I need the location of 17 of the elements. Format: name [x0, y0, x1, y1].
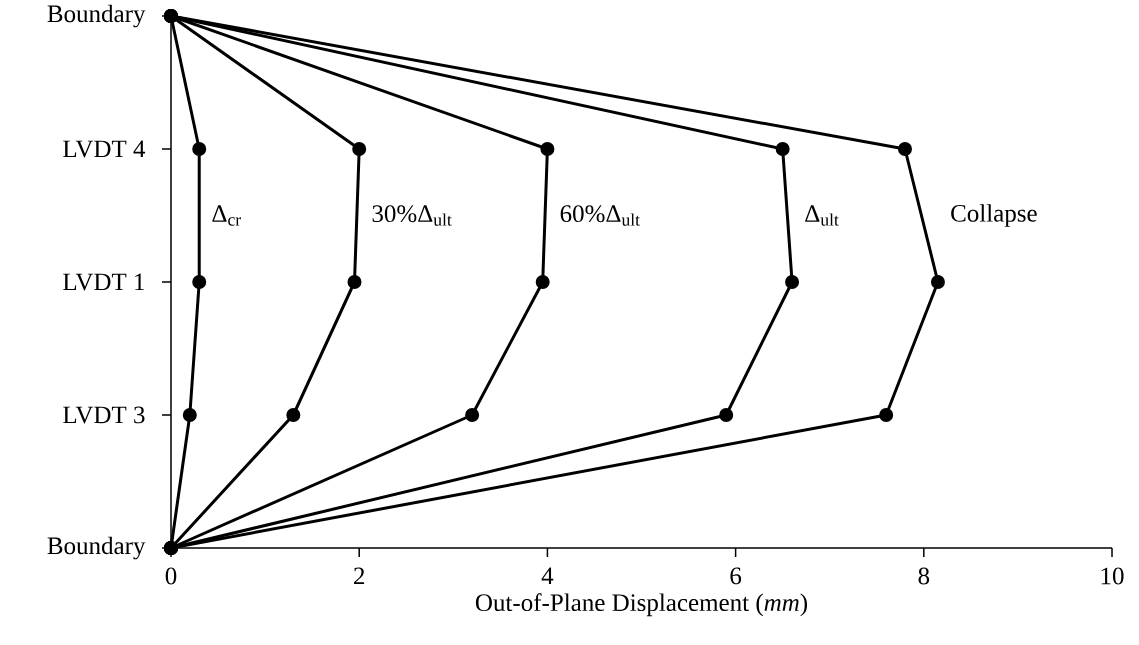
x-axis-title: Out-of-Plane Displacement (mm)	[475, 593, 808, 617]
series-label: 30%Δ$_{ult}$	[372, 205, 452, 226]
x-tick-label: 6	[730, 567, 742, 585]
y-tick-label: Boundary	[47, 536, 146, 560]
x-tick-label: 0	[165, 567, 177, 585]
series-label: Δ$_{cr}$	[212, 205, 241, 226]
y-tick-label: LVDT 4	[63, 140, 146, 158]
series-label: Δ$_{ult}$	[805, 205, 839, 226]
series-label: 60%Δ$_{ult}$	[560, 205, 640, 226]
x-tick-label: 8	[918, 567, 930, 585]
y-tick-label: Boundary	[47, 4, 146, 28]
x-tick-label: 10	[1101, 567, 1124, 585]
y-tick-label: LVDT 3	[63, 406, 145, 424]
y-tick-label: LVDT 1	[63, 273, 144, 291]
x-tick-label: 2	[354, 567, 365, 585]
series-label: Collapse	[951, 204, 1037, 227]
x-tick-label: 4	[541, 567, 554, 584]
